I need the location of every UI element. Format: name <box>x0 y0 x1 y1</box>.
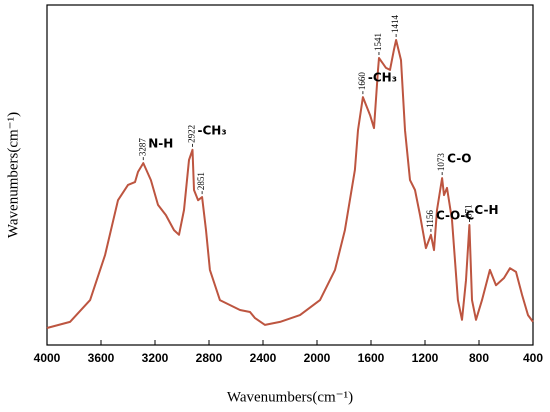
x-tick-label: 3200 <box>142 351 169 365</box>
group-label: C-O-C <box>436 209 474 223</box>
x-tick-label: 3600 <box>88 351 115 365</box>
y-axis-label: Wavenumbers(cm⁻¹) <box>5 112 21 238</box>
peak-label: 1073 <box>436 153 446 172</box>
peak-label: 1541 <box>373 33 383 51</box>
x-tick-label: 1600 <box>358 351 385 365</box>
group-label: N-H <box>148 137 173 151</box>
group-label: C-O <box>447 152 471 166</box>
x-tick-label: 2800 <box>196 351 223 365</box>
peak-label: 3287 <box>137 138 147 157</box>
x-tick-label: 1200 <box>412 351 439 365</box>
peak-label: 2922 <box>187 125 197 143</box>
x-tick-label: 2000 <box>304 351 331 365</box>
peak-label: 1414 <box>390 15 400 34</box>
group-label: -CH₃ <box>198 123 227 137</box>
x-axis-label: Wavenumbers(cm⁻¹) <box>227 389 353 405</box>
group-label: -CH₃ <box>368 71 397 85</box>
x-tick-label: 4000 <box>34 351 61 365</box>
peak-label: 2851 <box>196 172 206 190</box>
peak-label: 871 <box>463 204 473 218</box>
spectrum-line <box>46 39 534 329</box>
x-tick-label: 2400 <box>250 351 277 365</box>
x-tick-label: 800 <box>469 351 489 365</box>
group-label: C-H <box>474 203 498 217</box>
x-tick-label: 400 <box>523 351 543 365</box>
peak-label: 1660 <box>357 72 367 91</box>
plot-frame <box>46 4 534 346</box>
peak-label: 1156 <box>425 210 435 228</box>
